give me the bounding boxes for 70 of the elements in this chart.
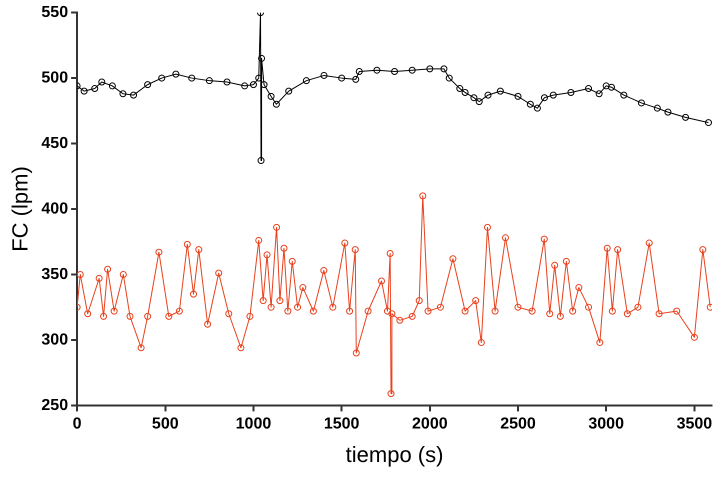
x-tick-label: 3000 (588, 415, 624, 432)
point (373, 66, 380, 74)
y-tick-label: 500 (41, 69, 68, 86)
point (476, 98, 483, 106)
point (144, 81, 152, 88)
point (258, 157, 265, 164)
point (338, 74, 346, 82)
point (241, 82, 248, 90)
point (462, 88, 469, 96)
y-tick-label: 350 (41, 266, 68, 283)
point (704, 119, 712, 126)
x-tick-label: 2500 (500, 415, 536, 432)
point (320, 72, 328, 79)
y-tick-label: 250 (41, 396, 68, 414)
point (258, 54, 266, 62)
point (255, 74, 262, 82)
point (98, 78, 106, 86)
point (534, 104, 541, 112)
point (540, 94, 548, 102)
x-tick-label: 500 (152, 415, 179, 432)
point (664, 108, 672, 116)
point (285, 88, 292, 95)
point (440, 65, 448, 72)
point (302, 77, 310, 84)
point (119, 90, 126, 98)
x-tick-label: 2000 (412, 415, 448, 432)
point (356, 68, 363, 76)
point (108, 82, 116, 90)
point (158, 74, 166, 82)
x-tick-label: 1000 (236, 415, 272, 432)
point (638, 99, 645, 106)
point (250, 81, 257, 88)
y-axis-title: FC (lpm) (7, 166, 32, 252)
point (446, 74, 453, 82)
point (80, 88, 88, 95)
point (484, 92, 492, 99)
point (352, 76, 360, 83)
y-tick-label: 400 (41, 200, 68, 218)
point (608, 84, 615, 91)
point (514, 92, 522, 100)
point (172, 70, 180, 78)
point (654, 104, 661, 112)
point (526, 100, 534, 108)
point (456, 85, 464, 92)
point (567, 88, 574, 96)
y-tick-label: 300 (41, 331, 68, 348)
point (596, 90, 603, 98)
point (585, 85, 592, 92)
y-tick-label: 450 (41, 134, 68, 152)
y-tick-label: 550 (41, 4, 68, 22)
x-axis-title: tiempo (s) (346, 442, 444, 467)
point (130, 92, 138, 99)
point (206, 77, 213, 84)
point (620, 92, 628, 99)
x-tick-label: 0 (72, 415, 82, 432)
point (682, 114, 690, 121)
point (188, 74, 196, 82)
point (268, 92, 275, 100)
point (470, 94, 478, 102)
point (408, 66, 416, 74)
point (550, 92, 557, 99)
point (496, 88, 504, 95)
point (272, 100, 280, 108)
point (391, 68, 398, 76)
x-tick-label: 1500 (324, 415, 360, 432)
point (91, 85, 98, 92)
x-tick-label: 3500 (676, 415, 712, 432)
point (602, 82, 610, 90)
point (224, 78, 231, 86)
point (426, 65, 434, 72)
